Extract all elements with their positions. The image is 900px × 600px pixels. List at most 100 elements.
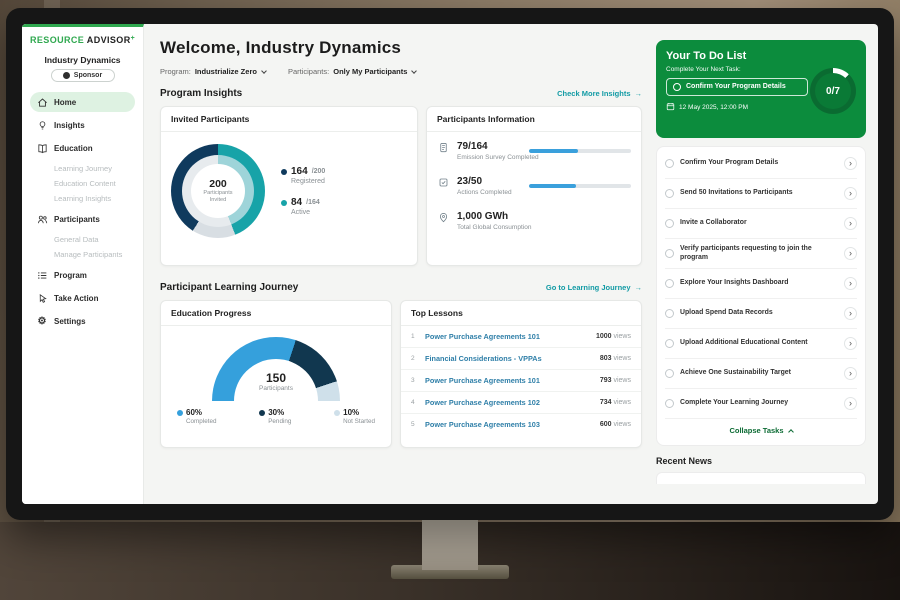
sidebar-item-education[interactable]: Education	[30, 138, 135, 158]
cursor-icon	[36, 292, 48, 304]
app-logo: RESOURCE ADVISOR+	[30, 35, 135, 45]
chevron-right-icon[interactable]: ›	[844, 157, 857, 170]
participants-information-card: Participants Information 79/164 Emission…	[426, 106, 642, 266]
sidebar-item-manage-participants[interactable]: Manage Participants	[30, 247, 135, 262]
sidebar-item-insights[interactable]: Insights	[30, 115, 135, 135]
task-checkbox[interactable]	[665, 159, 674, 168]
invited-donut-chart: 200 Participants Invited	[171, 144, 265, 238]
task-checkbox[interactable]	[665, 249, 674, 258]
chevron-right-icon[interactable]: ›	[844, 337, 857, 350]
task-checkbox[interactable]	[665, 279, 674, 288]
sidebar-item-participants[interactable]: Participants	[30, 209, 135, 229]
lesson-row[interactable]: 1 Power Purchase Agreements 101 1000 vie…	[401, 326, 641, 348]
todo-summary-card: Your To Do List Complete Your Next Task:…	[656, 40, 866, 138]
sidebar-item-label: Learning Insights	[54, 194, 112, 203]
task-checkbox[interactable]	[665, 369, 674, 378]
task-row[interactable]: Verify participants requesting to join t…	[665, 239, 857, 269]
sponsor-badge[interactable]: Sponsor	[50, 69, 115, 82]
lesson-rank: 1	[411, 333, 415, 340]
task-checkbox[interactable]	[673, 83, 681, 92]
task-row[interactable]: Achieve One Sustainability Target ›	[665, 359, 857, 389]
check-more-insights-link[interactable]: Check More Insights →	[557, 89, 642, 98]
gear-icon: ⚙	[37, 315, 47, 327]
task-row[interactable]: Upload Additional Educational Content ›	[665, 329, 857, 359]
link-label: Go to Learning Journey	[545, 283, 631, 292]
task-row[interactable]: Send 50 Invitations to Participants ›	[665, 179, 857, 209]
lesson-row[interactable]: 2 Financial Considerations - VPPAs 803 v…	[401, 348, 641, 370]
sidebar-item-learning-journey[interactable]: Learning Journey	[30, 161, 135, 176]
chevron-glyph: ›	[849, 308, 852, 318]
task-row[interactable]: Complete Your Learning Journey ›	[665, 389, 857, 419]
chevron-right-icon[interactable]: ›	[844, 277, 857, 290]
info-row-consumption: 1,000 GWh Total Global Consumption	[427, 202, 641, 237]
lightbulb-icon	[36, 119, 48, 131]
invited-legend: 164 /200 Registered 84 /164	[281, 166, 325, 216]
sidebar-item-program[interactable]: Program	[30, 265, 135, 285]
chevron-right-icon[interactable]: ›	[844, 217, 857, 230]
sidebar-item-education-content[interactable]: Education Content	[30, 176, 135, 191]
section-title: Participant Learning Journey	[160, 282, 299, 293]
task-checkbox[interactable]	[665, 399, 674, 408]
task-label: Upload Additional Educational Content	[680, 339, 808, 347]
lesson-row[interactable]: 4 Power Purchase Agreements 102 734 view…	[401, 392, 641, 414]
sidebar-item-general-data[interactable]: General Data	[30, 232, 135, 247]
task-checkbox[interactable]	[665, 189, 674, 198]
chevron-right-icon[interactable]: ›	[844, 307, 857, 320]
task-checkbox[interactable]	[665, 219, 674, 228]
legend-label: Completed	[186, 418, 217, 425]
arrow-right-icon: →	[634, 283, 643, 292]
chevron-up-icon	[787, 429, 794, 435]
sidebar-item-label: Participants	[54, 214, 100, 224]
chevron-glyph: ›	[849, 338, 852, 348]
task-row[interactable]: Explore Your Insights Dashboard ›	[665, 269, 857, 299]
sidebar-item-take-action[interactable]: Take Action	[30, 288, 135, 308]
task-checkbox[interactable]	[665, 309, 674, 318]
participants-filter[interactable]: Participants: Only My Participants	[287, 67, 418, 76]
chevron-right-icon[interactable]: ›	[844, 187, 857, 200]
task-label: Invite a Collaborator	[680, 219, 747, 227]
due-date-text: 12 May 2025, 12:00 PM	[679, 104, 749, 112]
info-label: Total Global Consumption	[457, 224, 532, 232]
sidebar-item-label: Take Action	[54, 293, 99, 303]
collapse-tasks-link[interactable]: Collapse Tasks	[665, 419, 857, 443]
insights-cards-row: Invited Participants 200 Participants In…	[160, 106, 642, 266]
chevron-right-icon[interactable]: ›	[844, 397, 857, 410]
program-filter-value: Industrialize Zero	[194, 67, 257, 76]
sidebar-item-home[interactable]: Home	[30, 92, 135, 112]
education-progress-card: Education Progress 150 Participants 60% …	[160, 300, 392, 448]
lesson-title-link[interactable]: Power Purchase Agreements 101	[425, 376, 540, 385]
chevron-right-icon[interactable]: ›	[844, 247, 857, 260]
lesson-row[interactable]: 3 Power Purchase Agreements 101 793 view…	[401, 370, 641, 392]
task-label: Verify participants requesting to join t…	[680, 244, 812, 261]
sidebar-item-label: Manage Participants	[54, 250, 123, 259]
task-label: Confirm Your Program Details	[680, 159, 779, 167]
lesson-title-link[interactable]: Financial Considerations - VPPAs	[425, 354, 542, 363]
lesson-title-link[interactable]: Power Purchase Agreements 102	[425, 398, 540, 407]
content-area: Welcome, Industry Dynamics Program: Indu…	[144, 24, 878, 504]
top-lessons-card: Top Lessons 1 Power Purchase Agreements …	[400, 300, 642, 448]
views-word: views	[613, 421, 631, 428]
task-row[interactable]: Upload Spend Data Records ›	[665, 299, 857, 329]
task-row[interactable]: Invite a Collaborator ›	[665, 209, 857, 239]
monitor-frame: RESOURCE ADVISOR+ Industry Dynamics Spon…	[6, 8, 894, 520]
sidebar-item-learning-insights[interactable]: Learning Insights	[30, 191, 135, 206]
program-insights-header: Program Insights Check More Insights →	[160, 88, 642, 99]
emission-progress-bar	[529, 149, 631, 153]
task-row[interactable]: Confirm Your Program Details ›	[665, 149, 857, 179]
legend-item-completed: 60% Completed	[177, 408, 216, 425]
lesson-title-link[interactable]: Power Purchase Agreements 103	[425, 420, 540, 429]
go-to-learning-journey-link[interactable]: Go to Learning Journey →	[546, 283, 642, 292]
program-filter[interactable]: Program: Industrialize Zero	[160, 67, 267, 76]
next-task-box[interactable]: Confirm Your Program Details	[666, 78, 808, 97]
chevron-down-icon	[411, 67, 418, 74]
link-label: Check More Insights	[557, 89, 631, 98]
main-column: Welcome, Industry Dynamics Program: Indu…	[144, 24, 654, 504]
task-checkbox[interactable]	[665, 339, 674, 348]
sponsor-icon	[62, 72, 70, 79]
lesson-title-link[interactable]: Power Purchase Agreements 101	[425, 332, 540, 341]
chevron-right-icon[interactable]: ›	[844, 367, 857, 380]
sidebar-item-settings[interactable]: ⚙ Settings	[30, 311, 135, 331]
task-label: Complete Your Learning Journey	[680, 399, 789, 407]
participants-filter-label: Participants:	[287, 67, 330, 76]
lesson-row[interactable]: 5 Power Purchase Agreements 103 600 view…	[401, 414, 641, 435]
